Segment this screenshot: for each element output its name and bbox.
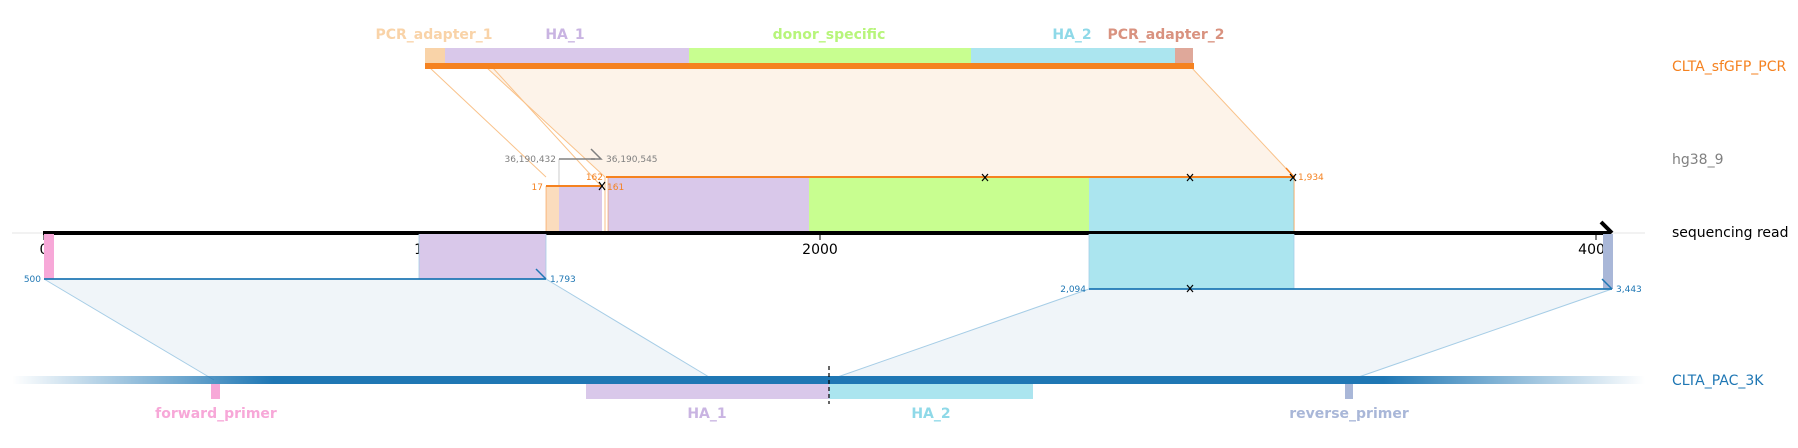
amplicon-coord-1793: 1,793 <box>550 275 576 285</box>
read-feature-ha-1-bottom <box>419 234 546 279</box>
donor-coord-162: 162 <box>586 173 603 183</box>
plasmid-feature-label-donor-specific: donor_specific <box>773 27 886 43</box>
read-feature-reverse-primer <box>1603 234 1613 289</box>
read-feature-donor-specific <box>809 177 1089 232</box>
amplicon-feature-label-reverse-primer: reverse_primer <box>1289 406 1409 422</box>
track-label-plasmid: CLTA_sfGFP_PCR <box>1672 59 1786 75</box>
read-arrowhead <box>1599 220 1614 235</box>
amplicon-coord-2094: 2,094 <box>1060 285 1086 295</box>
amplicon-feature-label-ha-1: HA_1 <box>687 406 726 422</box>
amplicon-coord-3443: 3,443 <box>1616 285 1642 295</box>
amplicon-feature-label-ha-2: HA_2 <box>911 406 950 422</box>
amplicon-feature-ha-1 <box>586 384 829 399</box>
amplicon-feature-ha-2 <box>829 384 1033 399</box>
amplicon-alignment-band-left <box>44 279 714 380</box>
amplicon-alignment-band-right <box>829 289 1612 380</box>
plasmid-feature-label-ha-1: HA_1 <box>545 27 584 43</box>
plasmid-feature-ha-1 <box>445 48 689 63</box>
mismatch-mark <box>1186 173 1194 182</box>
plasmid-alignment-band <box>486 67 1294 177</box>
plasmid-feature-label-ha-2: HA_2 <box>1052 27 1091 43</box>
mismatch-mark <box>1289 173 1297 182</box>
read-feature-pcr-adapter-1 <box>546 187 559 232</box>
genome-arrow <box>590 148 603 160</box>
plasmid-feature-donor-specific <box>689 48 971 63</box>
donor-coord-161: 161 <box>607 183 624 193</box>
plasmid-feature-pcr-adapter-2 <box>1175 48 1193 63</box>
mismatch-mark <box>981 173 989 182</box>
plasmid-bar <box>425 63 1194 69</box>
plasmid-feature-label-pcr-adapter-1: PCR_adapter_1 <box>375 27 492 43</box>
donor-coord-1934: 1,934 <box>1298 173 1324 183</box>
mismatch-mark <box>1186 284 1194 293</box>
plasmid-feature-pcr-adapter-1 <box>425 48 445 63</box>
plasmid-feature-label-pcr-adapter-2: PCR_adapter_2 <box>1107 27 1224 43</box>
mismatch-mark <box>598 181 606 191</box>
track-label-read: sequencing read <box>1672 225 1788 241</box>
read-feature-ha-1-left <box>559 187 602 232</box>
plasmid-feature-ha-2 <box>971 48 1175 63</box>
amplicon-feature-label-forward-primer: forward_primer <box>155 406 277 422</box>
read-feature-ha-1-right <box>608 177 809 232</box>
read-feature-ha-2 <box>1089 177 1294 232</box>
amplicon-feature-reverse-primer <box>1345 384 1353 399</box>
amplicon-feature-forward-primer <box>211 384 220 399</box>
donor-coord-17: 17 <box>532 183 543 193</box>
genome-end-coord: 36,190,545 <box>606 155 658 165</box>
track-label-genome: hg38_9 <box>1672 152 1723 168</box>
read-feature-ha-2-bottom <box>1089 234 1294 289</box>
track-label-amplicon: CLTA_PAC_3K <box>1672 373 1764 389</box>
amplicon-coord-500: 500 <box>24 275 41 285</box>
genome-start-coord: 36,190,432 <box>504 155 556 165</box>
read-feature-forward-primer <box>44 234 54 279</box>
axis-tick-label-2000: 2000 <box>802 242 838 258</box>
